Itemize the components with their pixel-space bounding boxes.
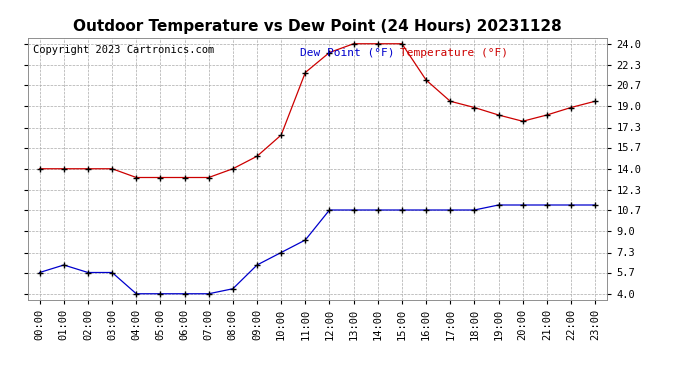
Title: Outdoor Temperature vs Dew Point (24 Hours) 20231128: Outdoor Temperature vs Dew Point (24 Hou… [73, 18, 562, 33]
Text: Copyright 2023 Cartronics.com: Copyright 2023 Cartronics.com [33, 45, 215, 56]
Legend: Dew Point (°F), Temperature (°F): Dew Point (°F), Temperature (°F) [296, 43, 513, 62]
